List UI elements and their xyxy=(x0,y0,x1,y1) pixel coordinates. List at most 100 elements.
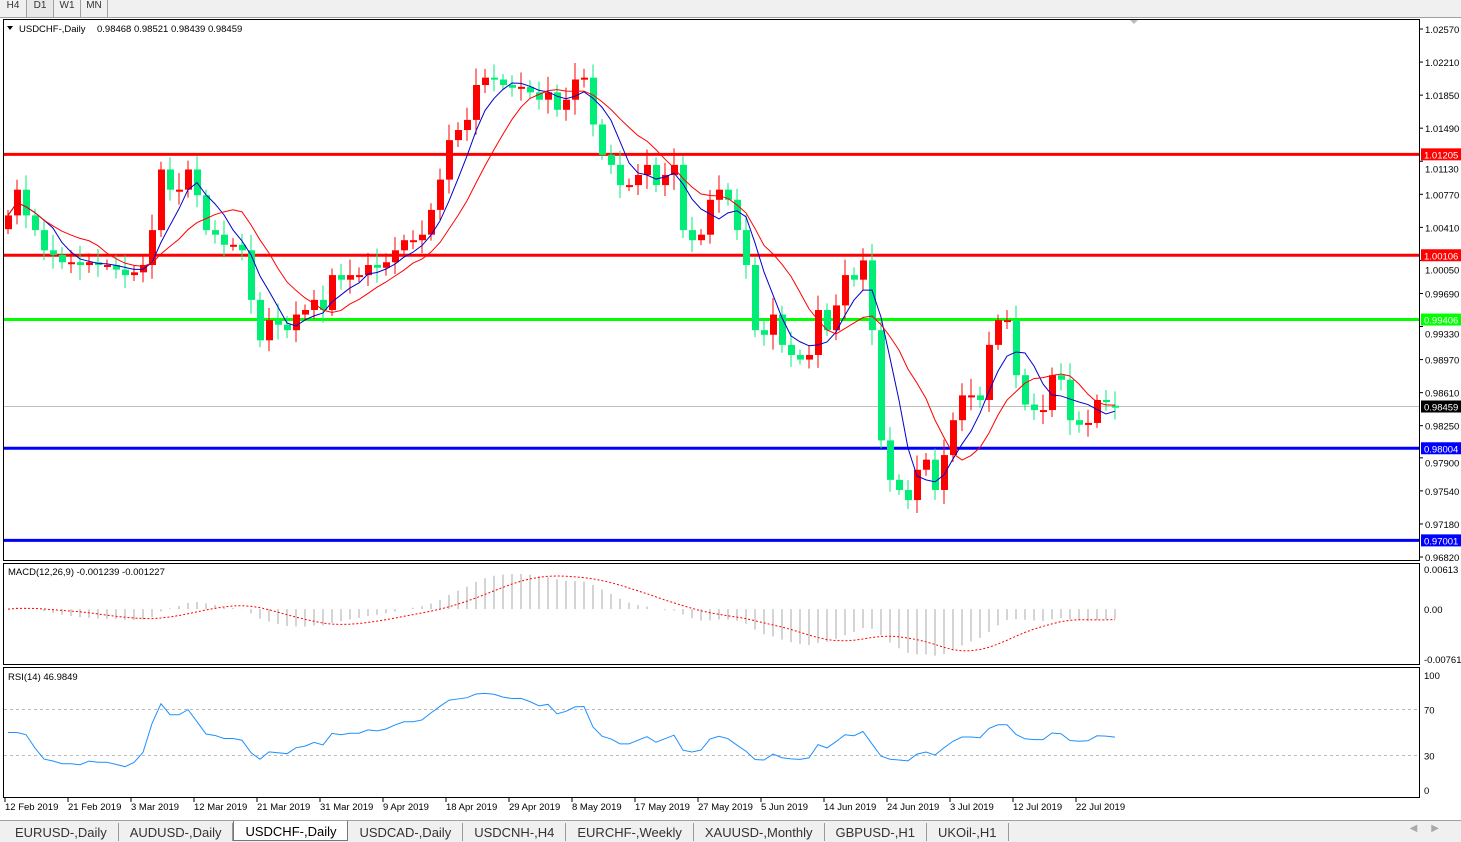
bear-candle xyxy=(239,244,246,251)
bull-candle xyxy=(1040,410,1047,413)
bull-candle xyxy=(176,189,183,192)
date-label: 12 Feb 2019 xyxy=(5,802,58,813)
symbol-tab[interactable]: EURUSD-,Daily xyxy=(4,823,119,841)
level-price-badge xyxy=(1421,534,1461,547)
bull-candle xyxy=(482,77,489,86)
date-label: 17 May 2019 xyxy=(635,802,690,813)
bull-candle xyxy=(365,264,372,276)
rsi-frame xyxy=(3,667,1420,798)
bull-candle xyxy=(437,179,444,210)
bull-candle xyxy=(815,309,822,355)
price-tick-label: 0.97180 xyxy=(1425,520,1459,531)
bear-candle xyxy=(608,154,615,165)
bull-candle xyxy=(1004,320,1011,323)
scroll-left-icon[interactable]: ◀ xyxy=(1409,823,1432,834)
bull-candle xyxy=(563,99,570,110)
bull-candle xyxy=(662,175,669,186)
rsi-line xyxy=(8,692,1116,768)
bull-candle xyxy=(1049,375,1056,411)
symbol-tab-active[interactable]: USDCHF-,Daily xyxy=(233,821,349,841)
symbol-tab[interactable]: UKOil-,H1 xyxy=(927,823,1009,841)
bull-candle xyxy=(806,354,813,360)
bear-candle xyxy=(275,320,282,325)
bull-candle xyxy=(626,185,633,188)
timeframe-tab-d1[interactable]: D1 xyxy=(27,0,54,17)
bear-candle xyxy=(788,344,795,355)
bear-candle xyxy=(1112,405,1119,408)
bull-candle xyxy=(545,92,552,100)
bear-candle xyxy=(734,199,741,231)
bear-candle xyxy=(212,230,219,235)
bear-candle xyxy=(680,164,687,231)
date-label: 27 May 2019 xyxy=(698,802,753,813)
date-label: 5 Jun 2019 xyxy=(761,802,808,813)
bear-candle xyxy=(338,275,345,280)
bull-candle xyxy=(1085,422,1092,425)
bear-candle xyxy=(689,230,696,241)
bear-candle xyxy=(1058,375,1065,380)
bear-candle xyxy=(23,189,30,216)
bull-candle xyxy=(392,250,399,263)
macd-label: MACD(12,26,9) -0.001239 -0.001227 xyxy=(8,567,165,578)
price-tick-label: 1.00770 xyxy=(1425,190,1459,201)
symbol-tab[interactable]: AUDUSD-,Daily xyxy=(119,823,234,841)
bull-candle xyxy=(770,314,777,335)
collapse-triangle-icon[interactable] xyxy=(7,26,13,30)
bull-candle xyxy=(86,262,93,265)
bull-candle xyxy=(356,275,363,278)
price-chart[interactable]: 1.02570 1.02210 1.01850 1.01490 1.01130 1.007… xyxy=(0,18,1461,820)
date-label: 24 Jun 2019 xyxy=(887,802,939,813)
timeframe-tab-w1[interactable]: W1 xyxy=(54,0,81,17)
bear-candle xyxy=(1031,404,1038,411)
bear-candle xyxy=(725,189,732,200)
bull-candle xyxy=(428,209,435,235)
bull-candle xyxy=(581,77,588,80)
bear-candle xyxy=(509,85,516,88)
symbol-tab[interactable]: GBPUSD-,H1 xyxy=(825,823,927,841)
bull-candle xyxy=(635,175,642,186)
bull-candle xyxy=(302,309,309,315)
bear-candle xyxy=(194,169,201,196)
bear-candle xyxy=(977,395,984,400)
bear-candle xyxy=(599,124,606,155)
symbol-tab[interactable]: USDCNH-,H4 xyxy=(463,823,567,841)
current-price-label: 0.98459 xyxy=(1424,402,1458,413)
price-tick-label: 0.99690 xyxy=(1425,289,1459,300)
rsi-tick-label: 100 xyxy=(1424,671,1440,682)
symbol-tab[interactable]: EURCHF-,Weekly xyxy=(566,823,694,841)
date-label: 12 Jul 2019 xyxy=(1013,802,1062,813)
price-tick-label: 1.02570 xyxy=(1425,25,1459,36)
bear-candle xyxy=(248,250,255,300)
level-price-label: 1.01205 xyxy=(1424,150,1458,161)
ma-slow-line xyxy=(7,89,1116,461)
bear-candle xyxy=(203,195,210,231)
bull-candle xyxy=(293,314,300,331)
price-tick-label: 0.98250 xyxy=(1425,422,1459,433)
bull-candle xyxy=(995,320,1002,345)
date-axis: 12 Feb 2019 21 Feb 2019 3 Mar 2019 12 Mar 2… xyxy=(4,798,1125,813)
price-tick-label: 0.98610 xyxy=(1425,388,1459,399)
horizontal-levels[interactable] xyxy=(4,152,1419,542)
bear-candle xyxy=(113,264,120,270)
bull-candle xyxy=(986,344,993,400)
date-label: 21 Feb 2019 xyxy=(68,802,121,813)
price-axis: 1.02570 1.02210 1.01850 1.01490 1.01130 1.007… xyxy=(1419,25,1461,564)
bear-candle xyxy=(779,314,786,345)
timeframe-tab-mn[interactable]: MN xyxy=(81,0,108,17)
bull-candle xyxy=(950,420,957,456)
timeframe-tab-h4[interactable]: H4 xyxy=(0,0,27,17)
symbol-label: USDCHF-,Daily xyxy=(19,24,86,35)
price-tick-label: 0.97540 xyxy=(1425,487,1459,498)
price-tick-label: 1.01490 xyxy=(1425,124,1459,135)
date-label: 3 Jul 2019 xyxy=(950,802,994,813)
bull-candle xyxy=(131,272,138,276)
level-price-label: 0.99406 xyxy=(1424,316,1458,327)
bear-candle xyxy=(122,269,129,276)
symbol-tab[interactable]: XAUUSD-,Monthly xyxy=(694,823,825,841)
symbol-tab[interactable]: USDCAD-,Daily xyxy=(348,823,464,841)
scroll-right-icon[interactable]: ▶ xyxy=(1431,823,1453,834)
macd-tick-label: -0.007612 xyxy=(1424,655,1461,666)
date-label: 12 Mar 2019 xyxy=(194,802,247,813)
date-label: 3 Mar 2019 xyxy=(131,802,179,813)
level-price-badge xyxy=(1421,148,1461,161)
